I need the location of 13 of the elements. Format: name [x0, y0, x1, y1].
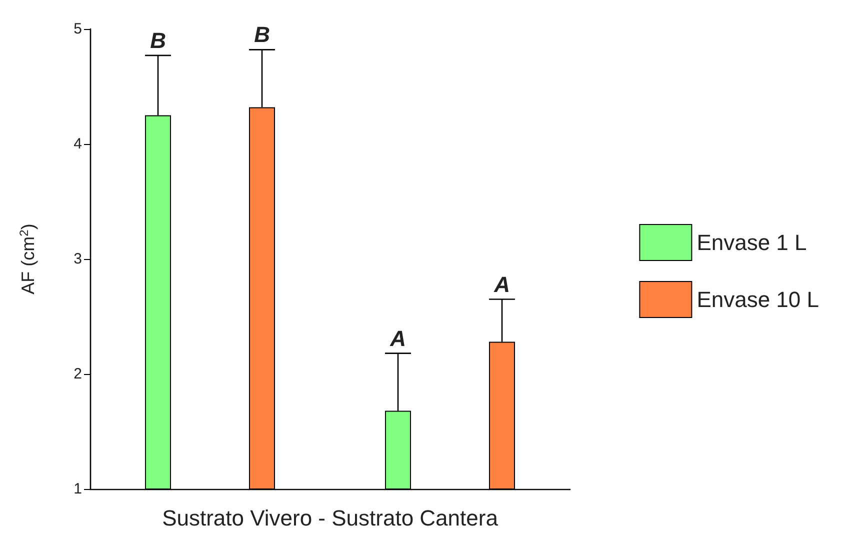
y-tick-label: 5 [74, 20, 82, 38]
y-tick-label: 4 [74, 136, 82, 152]
annotation: B [254, 22, 270, 48]
y-tick-label: 3 [74, 250, 82, 268]
y-axis-title: AF (cm2) [17, 224, 38, 294]
legend-label: Envase 1 L [696, 230, 807, 255]
y-tick-label: 1 [74, 480, 82, 498]
annotation: A [389, 326, 406, 351]
y-tick-label: 2 [74, 366, 82, 382]
x-axis-title: Sustrato Vivero - Sustrato Cantera [162, 506, 499, 530]
annotation: A [493, 272, 510, 297]
legend-label: Envase 10 L [696, 287, 819, 312]
annotation: B [150, 28, 166, 53]
